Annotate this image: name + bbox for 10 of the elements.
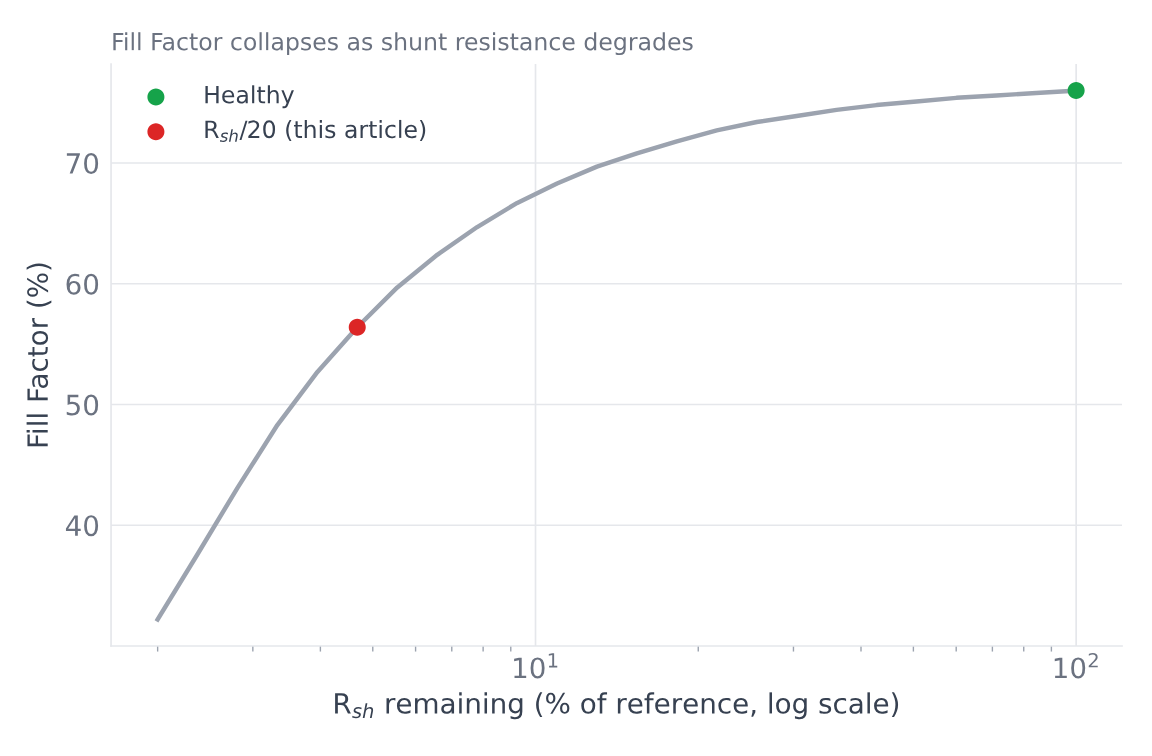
chart-title: Fill Factor collapses as shunt resistance degrades bbox=[113, 32, 693, 56]
legend-label: R$_{sh}$/20 (this article) bbox=[205, 119, 426, 142]
y-tick-label: 40 bbox=[65, 515, 99, 537]
y-axis-title: Fill Factor (%) bbox=[26, 263, 52, 447]
x-tick-label: 10$^{2}$ bbox=[1054, 652, 1098, 679]
y-tick-label: 50 bbox=[66, 394, 99, 416]
x-axis-title: R$_{sh}$ remaining (% of reference, log scale) bbox=[335, 692, 899, 720]
x-tick-label: 10$^{1}$ bbox=[514, 653, 558, 679]
y-tick-label: 70 bbox=[66, 152, 99, 174]
y-tick-label: 60 bbox=[66, 273, 99, 295]
